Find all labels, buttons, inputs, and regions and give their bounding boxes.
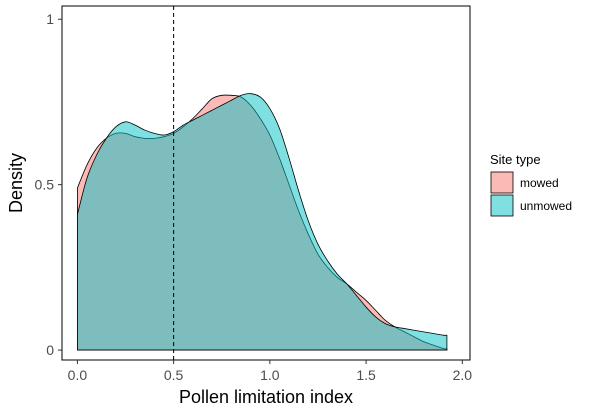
legend-items: mowed unmowed <box>490 171 572 217</box>
series-layer <box>77 93 448 351</box>
y-axis: 00.51 <box>35 11 62 358</box>
x-tick-label: 0.5 <box>164 367 184 383</box>
x-tick-label: 2.0 <box>453 367 473 383</box>
legend-label-mowed: mowed <box>520 176 559 190</box>
plot-panel-border <box>61 5 471 361</box>
x-axis: 0.0 0.5 1.0 1.5 2.0 <box>68 360 473 383</box>
x-tick-label: 1.0 <box>260 367 280 383</box>
legend-title: Site type <box>490 152 541 167</box>
legend: Site type mowed unmowed <box>490 152 572 217</box>
x-tick-label: 1.5 <box>356 367 376 383</box>
legend-label-unmowed: unmowed <box>520 199 572 213</box>
y-axis-title: Density <box>6 153 26 213</box>
y-tick-label: 1 <box>46 11 54 27</box>
x-tick-label: 0.0 <box>68 367 88 383</box>
y-tick-label: 0 <box>46 342 54 358</box>
y-tick-label: 0.5 <box>35 177 55 193</box>
density-area-unmowed <box>77 93 448 351</box>
legend-swatch-mowed <box>490 171 514 194</box>
legend-swatch-unmowed <box>490 194 514 217</box>
x-axis-title: Pollen limitation index <box>179 387 353 407</box>
